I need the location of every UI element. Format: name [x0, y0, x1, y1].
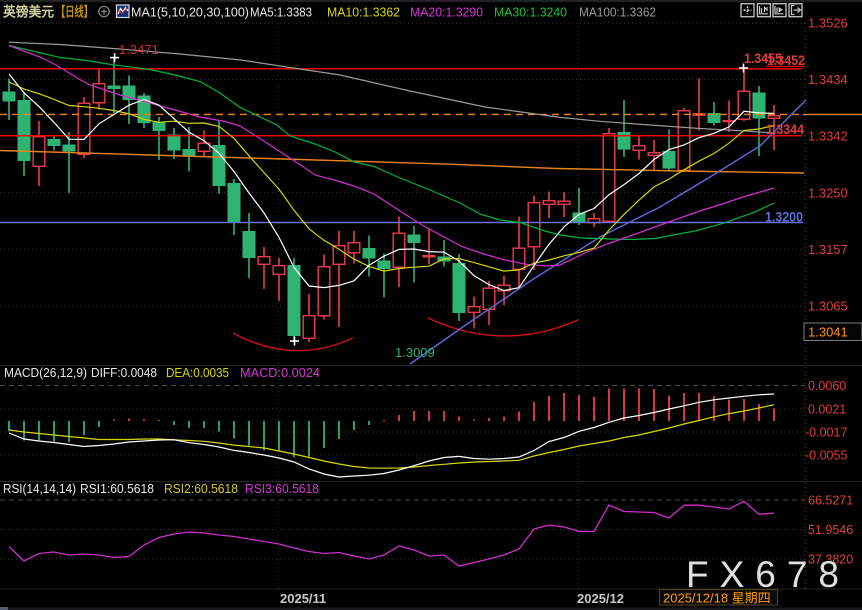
svg-text:51.9546: 51.9546 — [808, 523, 853, 537]
svg-text:RSI3:60.5618: RSI3:60.5618 — [245, 482, 319, 496]
svg-text:1.3344: 1.3344 — [766, 122, 804, 137]
svg-text:2025/12: 2025/12 — [577, 591, 624, 606]
svg-text:1.3200: 1.3200 — [765, 210, 803, 225]
svg-text:1.3250: 1.3250 — [808, 185, 848, 200]
svg-text:RSI(14,14,14): RSI(14,14,14) — [3, 482, 76, 496]
svg-text:1.3041: 1.3041 — [808, 325, 848, 340]
svg-text:RSI2:60.5618: RSI2:60.5618 — [164, 482, 238, 496]
svg-text:1.3452: 1.3452 — [767, 53, 805, 68]
svg-text:MA1(5,10,20,30,100): MA1(5,10,20,30,100) — [131, 5, 249, 20]
svg-text:0.0060: 0.0060 — [808, 379, 846, 393]
svg-text:0.0021: 0.0021 — [808, 403, 846, 417]
svg-text:1.3471: 1.3471 — [119, 42, 159, 57]
svg-text:MA20:1.3290: MA20:1.3290 — [410, 5, 483, 20]
svg-text:-0.0055: -0.0055 — [805, 449, 847, 463]
svg-text:MA5:1.3383: MA5:1.3383 — [250, 5, 312, 20]
svg-text:MA100:1.3362: MA100:1.3362 — [579, 5, 656, 20]
svg-text:1.3342: 1.3342 — [808, 129, 848, 144]
svg-text:1.3157: 1.3157 — [808, 242, 848, 257]
svg-text:DIFF:0.0048: DIFF:0.0048 — [91, 366, 157, 380]
svg-text:37.3820: 37.3820 — [808, 553, 853, 567]
svg-text:MA10:1.3362: MA10:1.3362 — [327, 5, 400, 20]
svg-text:MACD:0.0024: MACD:0.0024 — [240, 366, 320, 380]
svg-text:1.3065: 1.3065 — [808, 299, 848, 314]
svg-text:1.3434: 1.3434 — [808, 72, 848, 87]
svg-text:DEA:0.0035: DEA:0.0035 — [166, 366, 229, 380]
svg-text:2025/12/18 星期四: 2025/12/18 星期四 — [663, 591, 771, 606]
svg-text:-0.0017: -0.0017 — [805, 426, 847, 440]
svg-text:1.3526: 1.3526 — [808, 16, 848, 31]
svg-text:MACD(26,12,9): MACD(26,12,9) — [4, 366, 87, 380]
svg-text:1.3455: 1.3455 — [744, 51, 782, 66]
svg-text:MA30:1.3240: MA30:1.3240 — [494, 5, 567, 20]
svg-text:【日线】: 【日线】 — [56, 4, 93, 20]
svg-text:66.5271: 66.5271 — [808, 494, 853, 508]
svg-text:RSI1:60.5618: RSI1:60.5618 — [80, 482, 154, 496]
svg-text:2025/11: 2025/11 — [280, 591, 326, 606]
svg-text:FX678: FX678 — [686, 554, 850, 595]
svg-text:英镑美元: 英镑美元 — [2, 4, 54, 20]
svg-text:1.3009: 1.3009 — [395, 345, 435, 360]
